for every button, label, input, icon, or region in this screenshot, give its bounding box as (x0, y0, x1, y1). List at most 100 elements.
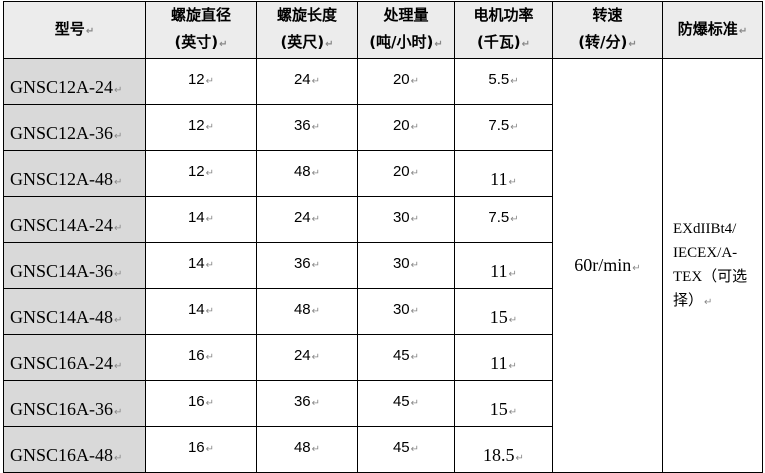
capacity-cell: 45 (357, 380, 455, 427)
explosion-standard-cell: EXdIIBt4/IECEX/A- TEX（可选 择） (662, 58, 763, 473)
length-cell-text: 48 (294, 163, 320, 180)
power-cell: 18.5 (454, 426, 553, 473)
power-cell-text: 7.5 (488, 117, 518, 134)
length-cell: 48 (256, 426, 358, 473)
capacity-cell-text: 30 (393, 209, 419, 226)
standard-line: IECEX/A- (673, 244, 738, 261)
header-capacity: 处理量 (吨/小时) (357, 1, 455, 59)
power-cell: 7.5 (454, 196, 553, 243)
capacity-cell: 30 (357, 242, 455, 289)
header-text: 螺旋长度 (276, 6, 337, 24)
power-cell-text: 15 (490, 399, 517, 419)
table-row: GNSC16A-36 16 36 45 15 (3, 380, 763, 427)
power-cell-text: 18.5 (483, 445, 524, 465)
power-cell-text: 11 (490, 169, 517, 189)
diameter-cell: 16 (145, 380, 257, 427)
capacity-cell: 20 (357, 104, 455, 151)
model-cell-text: GNSC12A-24 (10, 77, 122, 97)
length-cell: 36 (256, 380, 358, 427)
capacity-cell-text: 20 (393, 117, 419, 134)
length-cell-text: 36 (294, 117, 320, 134)
header-power: 电机功率 (千瓦) (454, 1, 553, 59)
model-cell-text: GNSC14A-48 (10, 307, 122, 327)
diameter-cell-text: 14 (188, 209, 214, 226)
table-row: GNSC12A-36 12 36 20 7.5 (3, 104, 763, 151)
table-row: GNSC16A-48 16 48 45 18.5 (3, 426, 763, 473)
header-standard: 防爆标准 (662, 1, 763, 59)
diameter-cell: 12 (145, 58, 257, 105)
length-cell-text: 24 (294, 71, 320, 88)
diameter-cell-text: 12 (188, 71, 214, 88)
length-cell-text: 48 (294, 439, 320, 456)
header-text: 螺旋直径 (170, 6, 231, 24)
length-cell-text: 48 (294, 301, 320, 318)
header-speed: 转速 (转/分) (552, 1, 663, 59)
header-unit: (转/分) (553, 29, 662, 58)
model-cell-text: GNSC14A-36 (10, 261, 122, 281)
power-cell: 15 (454, 380, 553, 427)
header-text: 型号 (55, 20, 94, 38)
length-cell: 24 (256, 196, 358, 243)
model-cell: GNSC12A-24 (3, 58, 146, 105)
capacity-cell: 30 (357, 288, 455, 335)
model-cell: GNSC14A-36 (3, 242, 146, 289)
capacity-cell-text: 30 (393, 255, 419, 272)
capacity-cell: 45 (357, 334, 455, 381)
power-cell: 11 (454, 334, 553, 381)
model-cell: GNSC12A-36 (3, 104, 146, 151)
model-cell: GNSC16A-48 (3, 426, 146, 473)
diameter-cell: 16 (145, 426, 257, 473)
header-text: 转速 (592, 6, 623, 24)
capacity-cell-text: 20 (393, 163, 419, 180)
length-cell: 24 (256, 58, 358, 105)
spec-table: 型号 螺旋直径(英寸) 螺旋长度(英尺) 处理量(吨/小时) 电机功率(千瓦) … (3, 1, 763, 473)
standard-line: TEX（可选 (673, 268, 748, 285)
header-text: 电机功率 (473, 6, 534, 24)
speed-text: 60r/min (574, 255, 640, 275)
length-cell-text: 24 (294, 209, 320, 226)
diameter-cell: 12 (145, 150, 257, 197)
header-unit: (吨/小时) (358, 29, 454, 58)
length-cell-text: 24 (294, 347, 320, 364)
power-cell-text: 11 (490, 261, 517, 281)
standard-line: 择） (673, 289, 762, 315)
diameter-cell: 14 (145, 196, 257, 243)
header-length: 螺旋长度 (英尺) (256, 1, 358, 59)
capacity-cell: 45 (357, 426, 455, 473)
diameter-cell: 14 (145, 242, 257, 289)
diameter-cell: 12 (145, 104, 257, 151)
model-cell-text: GNSC16A-36 (10, 399, 122, 419)
capacity-cell-text: 45 (393, 439, 419, 456)
model-cell: GNSC14A-24 (3, 196, 146, 243)
power-cell: 7.5 (454, 104, 553, 151)
diameter-cell: 16 (145, 334, 257, 381)
power-cell-text: 11 (490, 353, 517, 373)
model-cell-text: GNSC12A-48 (10, 169, 122, 189)
diameter-cell-text: 16 (188, 439, 214, 456)
model-cell: GNSC16A-36 (3, 380, 146, 427)
capacity-cell: 20 (357, 150, 455, 197)
power-cell: 15 (454, 288, 553, 335)
capacity-cell-text: 20 (393, 71, 419, 88)
model-cell: GNSC14A-48 (3, 288, 146, 335)
diameter-cell-text: 12 (188, 117, 214, 134)
power-cell-text: 5.5 (488, 71, 518, 88)
capacity-cell-text: 30 (393, 301, 419, 318)
power-cell: 5.5 (454, 58, 553, 105)
diameter-cell-text: 14 (188, 301, 214, 318)
diameter-cell-text: 16 (188, 347, 214, 364)
power-cell-text: 7.5 (488, 209, 518, 226)
header-unit: (千瓦) (455, 29, 552, 58)
power-cell: 11 (454, 150, 553, 197)
length-cell: 36 (256, 104, 358, 151)
speed-cell: 60r/min (552, 58, 663, 473)
length-cell: 48 (256, 288, 358, 335)
model-cell-text: GNSC16A-48 (10, 445, 122, 465)
header-text: 处理量 (383, 6, 429, 24)
header-unit: (英尺) (257, 29, 357, 58)
length-cell-text: 36 (294, 393, 320, 410)
model-cell-text: GNSC16A-24 (10, 353, 122, 373)
power-cell-text: 15 (490, 307, 517, 327)
header-unit: (英寸) (146, 29, 256, 58)
capacity-cell-text: 45 (393, 393, 419, 410)
